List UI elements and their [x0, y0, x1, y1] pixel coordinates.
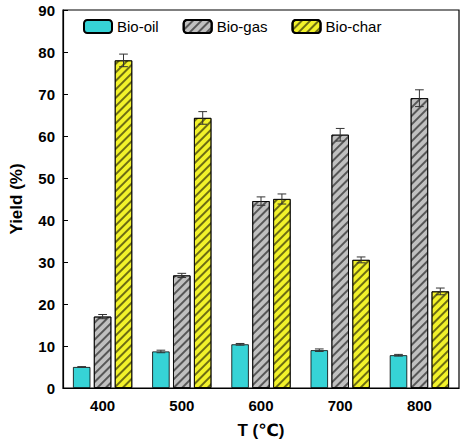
svg-text:70: 70	[38, 86, 55, 103]
svg-text:Bio-gas: Bio-gas	[217, 18, 268, 35]
svg-text:500: 500	[169, 397, 194, 414]
svg-text:Bio-char: Bio-char	[326, 18, 382, 35]
svg-text:60: 60	[38, 128, 55, 145]
svg-text:600: 600	[248, 397, 273, 414]
svg-text:700: 700	[328, 397, 353, 414]
svg-text:20: 20	[38, 296, 55, 313]
svg-text:T (℃): T (℃)	[237, 421, 284, 440]
svg-text:Yield (%): Yield (%)	[7, 163, 26, 234]
svg-text:40: 40	[38, 212, 55, 229]
svg-text:400: 400	[90, 397, 115, 414]
svg-text:30: 30	[38, 254, 55, 271]
svg-text:80: 80	[38, 44, 55, 61]
svg-text:Bio-oil: Bio-oil	[117, 18, 159, 35]
svg-text:10: 10	[38, 338, 55, 355]
svg-text:800: 800	[407, 397, 432, 414]
svg-text:50: 50	[38, 170, 55, 187]
svg-text:0: 0	[47, 380, 55, 397]
svg-text:90: 90	[38, 2, 55, 19]
